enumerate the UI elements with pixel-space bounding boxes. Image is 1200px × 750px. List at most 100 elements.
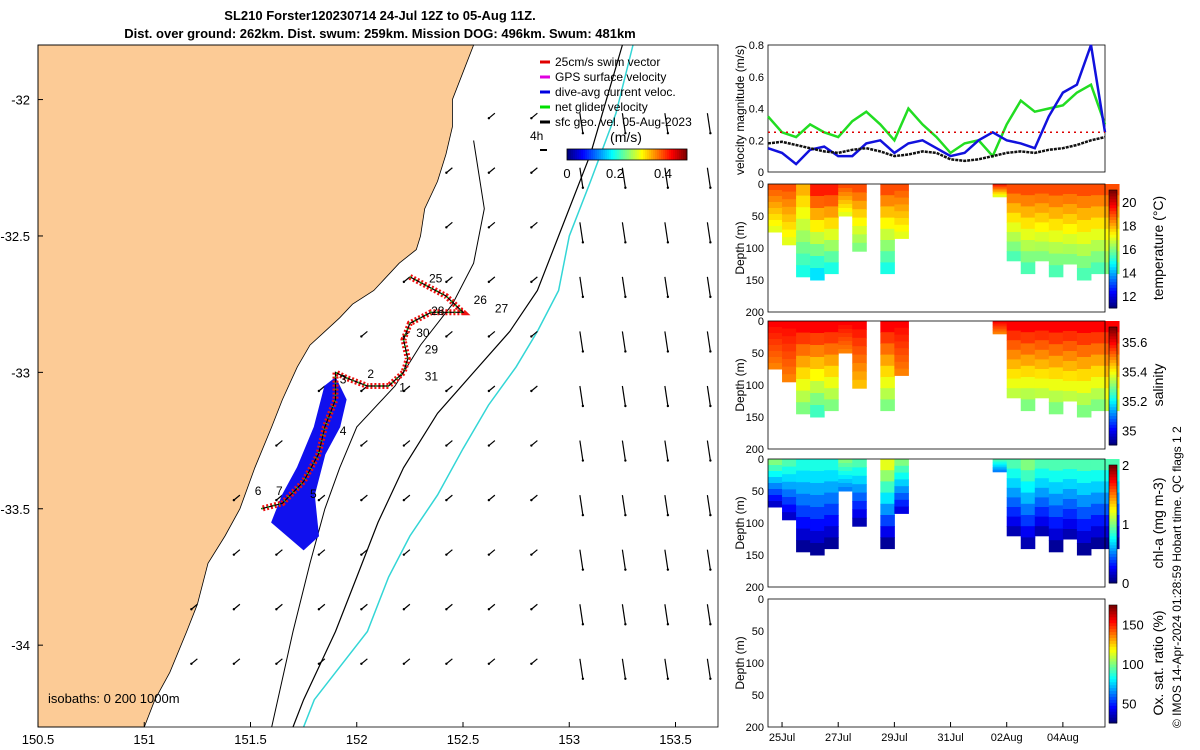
heatmap-cell [992,325,1008,328]
heatmap-cell [1034,516,1050,527]
colorbar-step [1109,605,1117,609]
heatmap-cell [824,184,839,196]
depth-tick-label: 0 [758,316,764,328]
heatmap-cell [768,357,783,364]
sfc-velocity-arrow-head [624,677,627,680]
colorbar-step [1109,281,1117,285]
heatmap-cell [1006,478,1022,489]
colorbar-step [1109,430,1117,434]
heatmap-cell [1062,351,1078,362]
colorbar-step [1109,228,1117,232]
sfc-velocity-arrows [190,112,712,680]
heatmap-cell [880,240,895,252]
sfc-velocity-arrow [664,495,669,516]
heatmap-cell [880,365,895,378]
sfc-velocity-arrow [530,330,538,337]
heatmap-cell [1020,262,1036,275]
sfc-velocity-arrow-head [275,444,278,447]
heatmap-cell [1076,531,1092,544]
map-colorbar [567,149,688,160]
heatmap-cell [796,184,811,197]
map-colorbar-step [625,149,628,160]
sfc-velocity-arrow-head [402,444,406,447]
colorbar-step [1109,681,1117,686]
heatmap-cell [810,232,825,245]
colorbar-step [1109,696,1117,700]
colorbar-step [1109,190,1117,194]
isobaths-label: isobaths: 0 200 1000m [48,691,180,706]
heatmap-cell [1020,377,1036,389]
heatmap-cell [880,515,895,527]
heatmap-cell [1048,242,1064,255]
heatmap-cell [1006,184,1022,195]
heatmap-cell [824,240,839,252]
heatmap-cell [1034,212,1050,223]
sfc-velocity-arrow [360,330,368,337]
map-colorbar-step [673,149,676,160]
map-colorbar-step [679,149,682,160]
heatmap-cell [768,214,783,221]
heatmap-cell [1076,483,1092,496]
heatmap-cell [880,503,895,516]
map-frame [37,44,719,728]
colorbar-step [1109,518,1117,522]
sfc-velocity-arrow-head [666,513,670,517]
colorbar-step [1109,550,1117,554]
colorbar-step [1109,669,1117,674]
colorbar-step [1109,524,1117,528]
colorbar-step [1109,424,1117,428]
heatmap-cell [1076,333,1092,346]
sfc-velocity-arrow-head [487,553,491,556]
sfc-velocity-arrow [579,440,584,461]
heatmap-cell [852,475,867,485]
sfc-velocity-arrow [664,658,669,679]
sfc-velocity-arrow [488,658,496,665]
map-y-tick-label: -32.5 [0,229,30,244]
map-x-tick-label: 152.5 [447,732,480,747]
heatmap-cell [894,224,909,233]
colorbar-step [1109,287,1117,291]
colorbar-tick-label: 35.4 [1122,364,1147,379]
heatmap-cell [768,339,783,346]
heatmap-cell [852,509,867,519]
heatmap-cell [1062,234,1078,245]
sfc-velocity-arrow-head [445,226,448,229]
depth-tick-label: 150 [746,412,764,424]
map-x-tick-label: 152 [346,732,368,747]
heatmap-cell [796,321,811,334]
colorbar-step [1109,201,1117,206]
map-colorbar-step [681,149,684,160]
heatmap-cell [880,537,895,550]
heatmap-cell [1062,499,1078,510]
heatmap-cell [1076,256,1092,269]
heatmap-cell [1062,391,1078,402]
sfc-velocity-arrow-head [275,662,278,665]
map-colorbar-step [567,149,570,160]
colorbar-step [1109,216,1117,220]
heatmap-cell [852,354,867,364]
colorbar-step [1109,231,1117,235]
sfc-velocity-arrow [706,440,711,461]
colorbar-step [1109,491,1117,495]
heatmap-cell [1020,526,1036,538]
depth-tick-label: 100 [746,518,764,530]
heatmap-cell [838,329,853,334]
colorbar-step [1109,332,1117,337]
colorbar-step [1109,415,1117,419]
map-colorbar-step [597,149,600,160]
heatmap-cell [1062,509,1078,520]
colorbar-step [1109,465,1117,469]
track-day-label: 7 [276,484,283,498]
heatmap-cell [810,345,825,358]
colorbar-step [1109,521,1117,525]
heatmap-cell [852,379,867,389]
map-y-tick-label: -32 [11,93,30,108]
heatmap-cell [1020,470,1036,482]
sfc-velocity-arrow-head [445,498,448,502]
sfc-velocity-arrow-head [402,498,406,502]
heatmap-cell [1076,196,1092,209]
sfc-velocity-arrow-head [709,350,712,353]
heatmap-cell [1076,459,1092,472]
sfc-velocity-arrow [530,167,538,174]
heatmap-cell [782,466,797,475]
